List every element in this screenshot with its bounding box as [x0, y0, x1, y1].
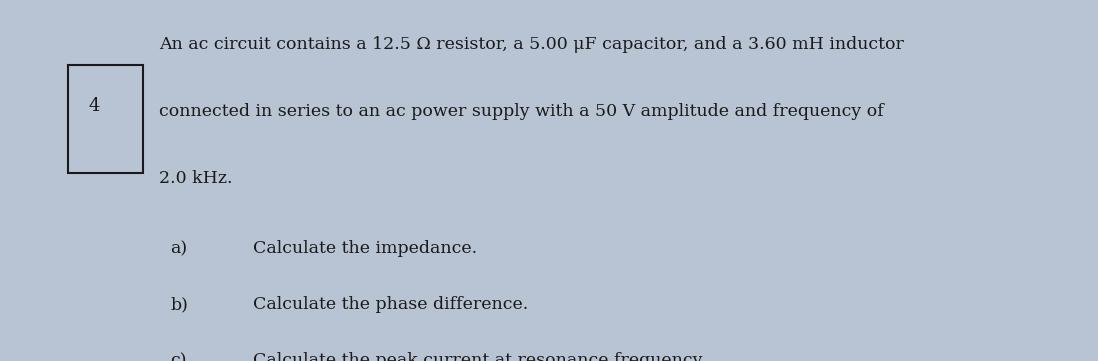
Text: connected in series to an ac power supply with a 50 V amplitude and frequency of: connected in series to an ac power suppl…: [159, 103, 884, 120]
Text: b): b): [170, 296, 188, 313]
FancyBboxPatch shape: [68, 65, 143, 173]
Text: a): a): [170, 240, 188, 257]
Text: Calculate the peak current at resonance frequency.: Calculate the peak current at resonance …: [253, 352, 705, 361]
Text: c): c): [170, 352, 187, 361]
Text: Calculate the phase difference.: Calculate the phase difference.: [253, 296, 528, 313]
Text: Calculate the impedance.: Calculate the impedance.: [253, 240, 477, 257]
Text: An ac circuit contains a 12.5 Ω resistor, a 5.00 μF capacitor, and a 3.60 mH ind: An ac circuit contains a 12.5 Ω resistor…: [159, 36, 904, 53]
Text: 4: 4: [89, 97, 100, 115]
Text: 2.0 kHz.: 2.0 kHz.: [159, 170, 233, 187]
